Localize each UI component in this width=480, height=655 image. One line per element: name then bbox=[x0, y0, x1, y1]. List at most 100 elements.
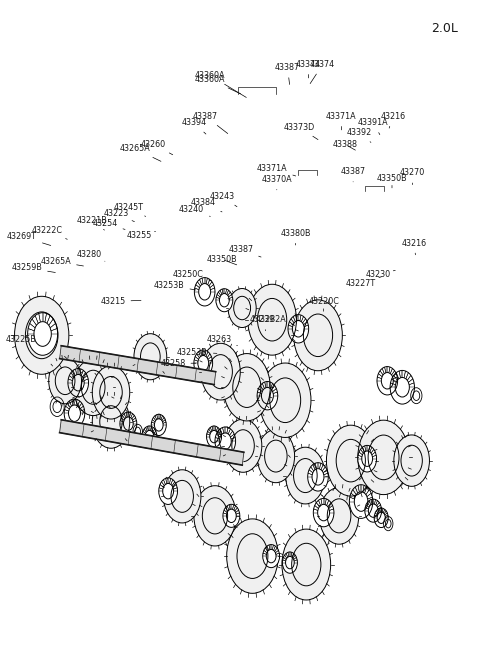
Text: 43360A: 43360A bbox=[195, 71, 246, 98]
Ellipse shape bbox=[313, 498, 334, 527]
Ellipse shape bbox=[365, 499, 382, 522]
Text: 43223: 43223 bbox=[104, 210, 134, 221]
Polygon shape bbox=[60, 346, 216, 384]
Ellipse shape bbox=[358, 420, 409, 495]
Ellipse shape bbox=[206, 426, 222, 447]
Text: 43280: 43280 bbox=[77, 250, 105, 261]
Text: 43384: 43384 bbox=[191, 198, 222, 212]
Ellipse shape bbox=[394, 435, 430, 486]
Ellipse shape bbox=[227, 519, 278, 593]
Text: 43374: 43374 bbox=[310, 60, 335, 84]
Ellipse shape bbox=[133, 424, 143, 438]
Text: 43265A: 43265A bbox=[120, 144, 161, 161]
Text: 43371A: 43371A bbox=[257, 164, 296, 176]
Ellipse shape bbox=[194, 278, 215, 306]
Text: 2.0L: 2.0L bbox=[432, 22, 458, 35]
Ellipse shape bbox=[349, 485, 373, 518]
Text: 43253B: 43253B bbox=[154, 281, 196, 290]
Ellipse shape bbox=[134, 333, 167, 380]
Ellipse shape bbox=[319, 487, 359, 544]
Ellipse shape bbox=[215, 427, 236, 455]
Ellipse shape bbox=[223, 504, 240, 527]
Ellipse shape bbox=[282, 529, 331, 600]
Polygon shape bbox=[60, 420, 244, 465]
Text: 43216: 43216 bbox=[380, 112, 406, 128]
Text: 43254: 43254 bbox=[92, 219, 125, 229]
Text: 43243: 43243 bbox=[209, 192, 237, 207]
Text: 43215: 43215 bbox=[100, 297, 141, 306]
Text: 43259B: 43259B bbox=[11, 263, 55, 272]
Text: 43387: 43387 bbox=[275, 64, 300, 84]
Text: 43222C: 43222C bbox=[32, 225, 67, 239]
Text: 43240: 43240 bbox=[179, 205, 210, 216]
Text: 43392: 43392 bbox=[347, 128, 372, 142]
Text: 43269T: 43269T bbox=[7, 232, 51, 246]
Ellipse shape bbox=[282, 552, 298, 573]
Text: 43260: 43260 bbox=[141, 140, 173, 155]
Text: 43255: 43255 bbox=[126, 231, 156, 240]
Text: 43263: 43263 bbox=[206, 335, 238, 346]
Ellipse shape bbox=[294, 300, 342, 371]
Ellipse shape bbox=[28, 312, 58, 355]
Ellipse shape bbox=[390, 371, 414, 404]
Ellipse shape bbox=[164, 470, 201, 523]
Ellipse shape bbox=[194, 350, 213, 377]
Ellipse shape bbox=[50, 397, 64, 417]
Text: 43265A: 43265A bbox=[40, 257, 84, 266]
Text: 43380B: 43380B bbox=[280, 229, 311, 245]
Text: 43221B: 43221B bbox=[77, 216, 108, 230]
Ellipse shape bbox=[120, 412, 137, 435]
Ellipse shape bbox=[151, 414, 166, 436]
Text: 43225B: 43225B bbox=[5, 329, 36, 344]
Ellipse shape bbox=[288, 314, 309, 343]
Ellipse shape bbox=[159, 478, 178, 504]
Ellipse shape bbox=[216, 289, 233, 312]
Text: 43373D: 43373D bbox=[284, 123, 318, 140]
Ellipse shape bbox=[384, 517, 393, 531]
Ellipse shape bbox=[64, 399, 85, 428]
Text: 43388: 43388 bbox=[333, 140, 358, 150]
Text: 43258: 43258 bbox=[160, 359, 196, 367]
Ellipse shape bbox=[224, 419, 262, 472]
Text: 43374: 43374 bbox=[296, 60, 321, 78]
Ellipse shape bbox=[263, 544, 279, 568]
Text: 43394: 43394 bbox=[181, 119, 206, 134]
Ellipse shape bbox=[377, 367, 397, 395]
Text: 43220C: 43220C bbox=[308, 297, 339, 311]
Text: 43239: 43239 bbox=[250, 315, 276, 331]
Ellipse shape bbox=[308, 462, 328, 491]
Text: 43245T: 43245T bbox=[113, 203, 145, 216]
Ellipse shape bbox=[374, 508, 388, 527]
Text: 43270: 43270 bbox=[400, 168, 425, 185]
Ellipse shape bbox=[358, 445, 376, 472]
Ellipse shape bbox=[257, 381, 278, 410]
Ellipse shape bbox=[194, 486, 236, 546]
Text: 43387: 43387 bbox=[193, 112, 228, 134]
Text: 43250C: 43250C bbox=[172, 270, 211, 280]
Ellipse shape bbox=[92, 366, 130, 419]
Text: 43253B: 43253B bbox=[177, 348, 217, 357]
Ellipse shape bbox=[248, 284, 297, 355]
Ellipse shape bbox=[260, 363, 311, 438]
Text: 43371A: 43371A bbox=[326, 112, 357, 130]
Text: 43282A: 43282A bbox=[256, 315, 294, 325]
Ellipse shape bbox=[142, 426, 157, 447]
Ellipse shape bbox=[326, 425, 375, 496]
Ellipse shape bbox=[49, 358, 82, 403]
Ellipse shape bbox=[73, 359, 113, 416]
Ellipse shape bbox=[286, 447, 325, 504]
Text: 43360A: 43360A bbox=[195, 75, 240, 94]
Ellipse shape bbox=[228, 288, 256, 328]
Text: 43387: 43387 bbox=[228, 245, 261, 257]
Ellipse shape bbox=[257, 430, 295, 483]
Ellipse shape bbox=[411, 388, 422, 403]
Text: 43350B: 43350B bbox=[377, 174, 408, 188]
Text: 43370A: 43370A bbox=[262, 175, 292, 190]
Text: 43350B: 43350B bbox=[207, 255, 237, 265]
Ellipse shape bbox=[223, 354, 270, 421]
Ellipse shape bbox=[14, 296, 69, 374]
Ellipse shape bbox=[68, 369, 88, 397]
Text: 43216: 43216 bbox=[401, 238, 427, 255]
Ellipse shape bbox=[92, 395, 130, 448]
Text: 43230: 43230 bbox=[365, 270, 395, 279]
